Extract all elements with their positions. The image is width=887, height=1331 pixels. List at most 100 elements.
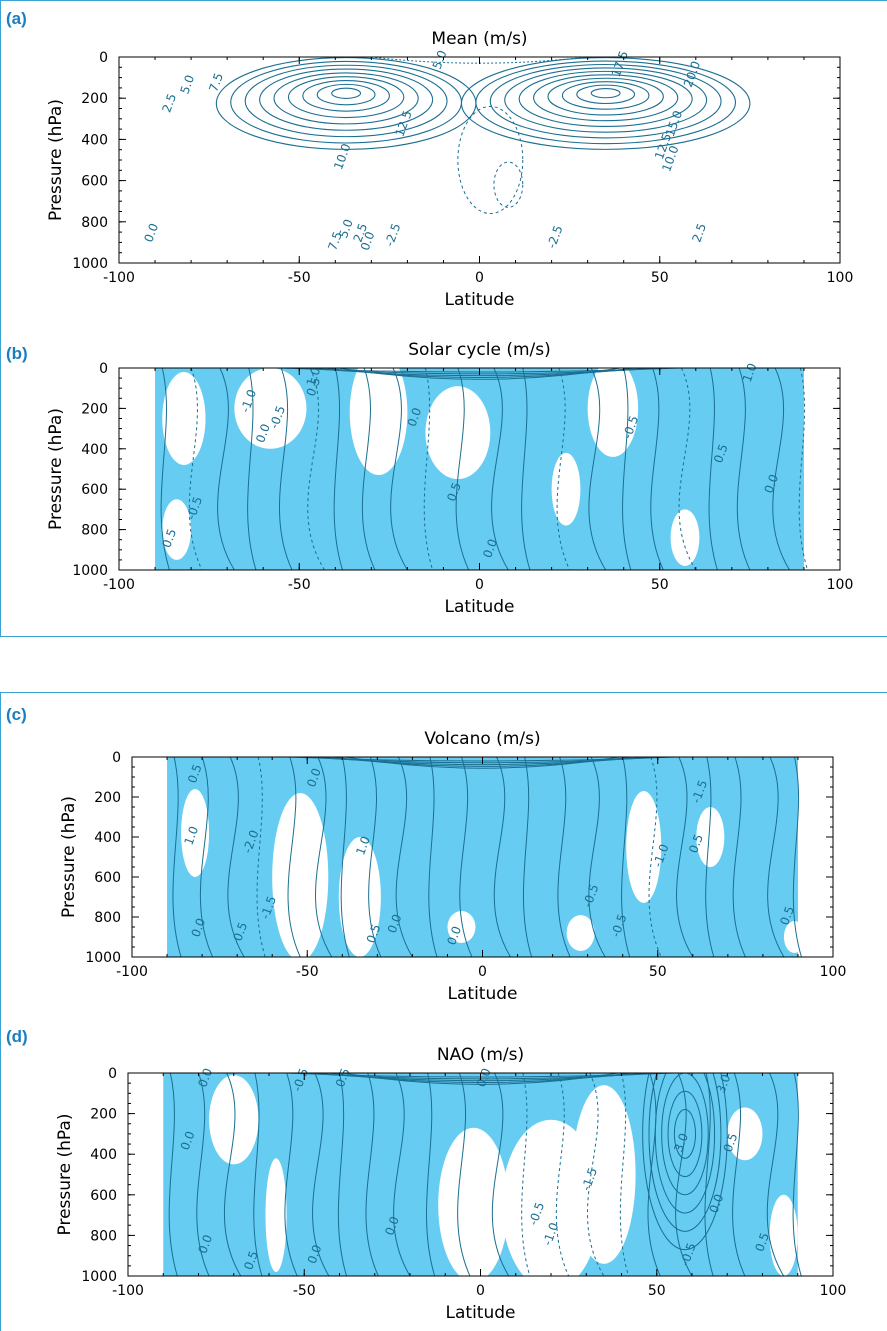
y-tick-label: 200 bbox=[94, 790, 121, 806]
non-significant-region bbox=[447, 911, 476, 943]
contour-line bbox=[199, 757, 214, 957]
contour-line bbox=[188, 368, 203, 570]
y-tick-label: 200 bbox=[81, 401, 108, 417]
non-significant-region bbox=[572, 1085, 636, 1264]
contour-line bbox=[457, 1073, 471, 1276]
contour-line bbox=[587, 1073, 605, 1276]
contour-label: 0.0 bbox=[195, 1233, 215, 1256]
contour-line bbox=[708, 368, 718, 570]
y-tick-label: 200 bbox=[81, 91, 108, 107]
contour-line bbox=[622, 368, 632, 570]
x-tick-label: 50 bbox=[651, 577, 669, 593]
x-axis-label: Latitude bbox=[448, 984, 518, 1004]
x-tick-label: 50 bbox=[651, 270, 669, 286]
y-tick-label: 1000 bbox=[81, 1269, 117, 1285]
y-tick-label: 1000 bbox=[72, 563, 108, 579]
non-significant-region bbox=[727, 1107, 763, 1161]
contour-label: 0.5 bbox=[364, 922, 384, 945]
contour-line bbox=[704, 1073, 714, 1276]
contour-line bbox=[279, 368, 293, 570]
y-tick-label: 800 bbox=[81, 215, 108, 231]
contour-line bbox=[588, 757, 606, 957]
contour-line bbox=[342, 1073, 619, 1085]
contour-label: 0.5 bbox=[159, 527, 179, 550]
contour-line bbox=[247, 368, 257, 570]
plot-area bbox=[167, 757, 805, 957]
contour-label: 7.5 bbox=[325, 230, 345, 253]
contour-line bbox=[491, 368, 509, 570]
y-tick-label: 0 bbox=[99, 361, 108, 377]
contour-line bbox=[556, 368, 571, 570]
plot-area bbox=[163, 1073, 802, 1276]
x-tick-label: 0 bbox=[478, 964, 487, 980]
contour-label: 0.0 bbox=[474, 1066, 494, 1089]
y-tick-label: 400 bbox=[94, 830, 121, 846]
non-significant-region bbox=[162, 372, 206, 465]
contour-line bbox=[244, 64, 448, 138]
contour-line bbox=[361, 368, 376, 570]
contour-line bbox=[547, 77, 664, 116]
contour-label: 5.0 bbox=[336, 217, 356, 240]
contour-label: 0.0 bbox=[304, 766, 324, 789]
x-tick-label: 50 bbox=[649, 964, 667, 980]
y-tick-label: 0 bbox=[99, 50, 108, 66]
contour-label: 3.0 bbox=[671, 1131, 691, 1154]
contour-line bbox=[732, 1073, 746, 1276]
contour-label: 0.0 bbox=[188, 916, 208, 939]
contour-line bbox=[678, 368, 697, 570]
chart-title: Mean (m/s) bbox=[431, 29, 527, 49]
panel-label-d: (d) bbox=[6, 1027, 28, 1046]
plot-area bbox=[215, 57, 751, 215]
contour-line bbox=[460, 57, 751, 150]
non-significant-region bbox=[438, 1127, 509, 1276]
non-significant-region bbox=[769, 1194, 798, 1276]
contour-line bbox=[338, 368, 621, 380]
contour-line bbox=[217, 368, 235, 570]
contour-label: 1.0 bbox=[181, 824, 201, 847]
contour-label: 0.0 bbox=[707, 1192, 727, 1215]
contour-label: 0.5 bbox=[711, 442, 731, 465]
contour-line bbox=[259, 68, 434, 131]
contour-label: 0.5 bbox=[777, 904, 797, 927]
non-significant-region bbox=[181, 789, 210, 877]
x-tick-label: 0 bbox=[475, 270, 484, 286]
contour-line bbox=[648, 1073, 722, 1232]
y-tick-label: 0 bbox=[108, 1066, 117, 1082]
contour-line bbox=[521, 1073, 531, 1276]
x-axis-label: Latitude bbox=[445, 597, 515, 617]
contour-label: 0.0 bbox=[178, 1129, 198, 1152]
contour-line bbox=[428, 757, 438, 957]
contour-label: 2.5 bbox=[689, 221, 709, 244]
volcano-chart: 0.51.00.0-2.0-1.50.51.00.5 0.00.0-0.5-1.0… bbox=[59, 729, 846, 1004]
contour-label: 0.0 bbox=[305, 1243, 325, 1266]
contour-line bbox=[557, 757, 571, 957]
contour-label: 0.0 bbox=[405, 406, 425, 429]
contour-line bbox=[590, 88, 621, 99]
non-significant-region bbox=[670, 509, 700, 566]
contour-line bbox=[312, 1073, 330, 1276]
contour-line bbox=[426, 1073, 436, 1276]
x-tick-label: 100 bbox=[827, 577, 854, 593]
x-tick-label: 50 bbox=[648, 1283, 666, 1299]
shaded-region bbox=[167, 757, 798, 957]
contour-line bbox=[767, 757, 785, 957]
panel-label-a: (a) bbox=[6, 9, 27, 28]
y-tick-label: 200 bbox=[90, 1107, 117, 1123]
contour-line bbox=[489, 63, 722, 139]
x-tick-label: 100 bbox=[827, 270, 854, 286]
chart-title: NAO (m/s) bbox=[437, 1045, 524, 1065]
contour-line bbox=[705, 757, 715, 957]
contour-line bbox=[345, 757, 620, 769]
contour-line bbox=[302, 79, 390, 112]
y-axis-label: Pressure (hPa) bbox=[59, 796, 79, 918]
mean-wind-chart: 2.55.0 7.50.010.012.57.55.02.50.0 -2.55.01… bbox=[46, 29, 854, 310]
solar-cycle-chart: -1.0-0.50.00.51.00.00.50.0-0.50.50.01.00… bbox=[46, 340, 854, 617]
x-tick-label: -100 bbox=[103, 270, 135, 286]
contour-label: 0.0 bbox=[382, 1215, 402, 1238]
contour-label: 7.5 bbox=[206, 71, 226, 94]
contour-label: 0.5 bbox=[231, 920, 251, 943]
contour-line bbox=[337, 1073, 348, 1276]
contour-label: 0.5 bbox=[185, 762, 205, 785]
contour-line bbox=[798, 368, 809, 570]
contour-line bbox=[457, 105, 524, 215]
